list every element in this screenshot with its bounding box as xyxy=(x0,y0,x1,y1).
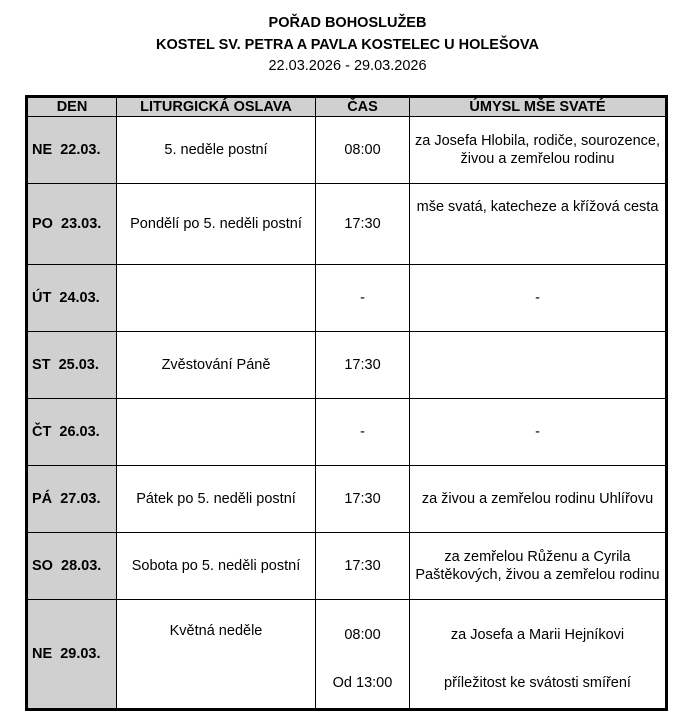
intention-cell: - xyxy=(409,398,667,466)
column-header-time: ČAS xyxy=(315,96,410,117)
column-header-celebration: LITURGICKÁ OSLAVA xyxy=(116,96,316,117)
table-row: PO 23.03. Pondělí po 5. neděli postní 17:3… xyxy=(26,183,667,265)
table-row: SO 28.03. Sobota po 5. neděli postní 17:30… xyxy=(26,532,667,600)
column-header-intention: ÚMYSL MŠE SVATÉ xyxy=(409,96,667,117)
day-cell: NE 29.03. xyxy=(26,599,117,710)
day-cell: ÚT 24.03. xyxy=(26,264,117,332)
day-cell: SO 28.03. xyxy=(26,532,117,600)
day-cell: ST 25.03. xyxy=(26,331,117,399)
celebration-cell: 5. neděle postní xyxy=(116,116,316,184)
table-row: ÚT 24.03. - - xyxy=(26,264,667,332)
document-title: POŘAD BOHOSLUŽEB xyxy=(268,15,427,31)
celebration-cell xyxy=(116,398,316,466)
celebration-cell: Pátek po 5. neděli postní xyxy=(116,465,316,533)
celebration-cell: Pondělí po 5. neděli postní xyxy=(116,183,316,265)
table-row: ČT 26.03. - - xyxy=(26,398,667,466)
intention-cell: mše svatá, katecheze a křížová cesta xyxy=(409,183,667,265)
church-name: KOSTEL SV. PETRA A PAVLA KOSTELEC U HOLE… xyxy=(156,37,539,53)
table-row: PÁ 27.03. Pátek po 5. neděli postní 17:30 z… xyxy=(26,465,667,533)
time-cell: 17:30 xyxy=(315,183,410,265)
time-cell: 17:30 xyxy=(315,532,410,600)
time-cell: 08:00 Od 13:00 xyxy=(315,599,410,710)
table-row: NE 29.03. Květná neděle 08:00 Od 13:00 za… xyxy=(26,599,667,710)
time-cell: - xyxy=(315,398,410,466)
time-cell: 17:30 xyxy=(315,331,410,399)
celebration-cell xyxy=(116,264,316,332)
time-cell: 17:30 xyxy=(315,465,410,533)
celebration-cell: Sobota po 5. neděli postní xyxy=(116,532,316,600)
table-header-row: DEN LITURGICKÁ OSLAVA ČAS ÚMYSL MŠE SVAT… xyxy=(26,96,667,117)
day-cell: ČT 26.03. xyxy=(26,398,117,466)
intention-cell xyxy=(409,331,667,399)
day-cell: PO 23.03. xyxy=(26,183,117,265)
schedule-table: DEN LITURGICKÁ OSLAVA ČAS ÚMYSL MŠE SVAT… xyxy=(25,95,668,711)
time-2: Od 13:00 xyxy=(332,675,393,691)
table-row: ST 25.03. Zvěstování Páně 17:30 xyxy=(26,331,667,399)
date-range: 22.03.2026 - 29.03.2026 xyxy=(268,58,427,74)
intention-cell: za zemřelou Růženu a Cyrila Paštěkových,… xyxy=(409,532,667,600)
celebration-cell: Květná neděle xyxy=(116,599,316,710)
day-cell: PÁ 27.03. xyxy=(26,465,117,533)
time-cell: - xyxy=(315,264,410,332)
time-1: 08:00 xyxy=(344,627,381,643)
intention-1: za Josefa a Marii Hejníkovi xyxy=(450,627,625,643)
intention-cell: za živou a zemřelou rodinu Uhlířovu xyxy=(409,465,667,533)
table-row: NE 22.03. 5. neděle postní 08:00 za Josefa … xyxy=(26,116,667,184)
intention-cell: - xyxy=(409,264,667,332)
intention-cell: za Josefa Hlobila, rodiče, sourozence, ž… xyxy=(409,116,667,184)
day-cell: NE 22.03. xyxy=(26,116,117,184)
time-cell: 08:00 xyxy=(315,116,410,184)
celebration-cell: Zvěstování Páně xyxy=(116,331,316,399)
column-header-day: DEN xyxy=(26,96,117,117)
intention-2: příležitost ke svátosti smíření xyxy=(444,675,631,691)
intention-cell: za Josefa a Marii Hejníkovi příležitost k… xyxy=(409,599,667,710)
